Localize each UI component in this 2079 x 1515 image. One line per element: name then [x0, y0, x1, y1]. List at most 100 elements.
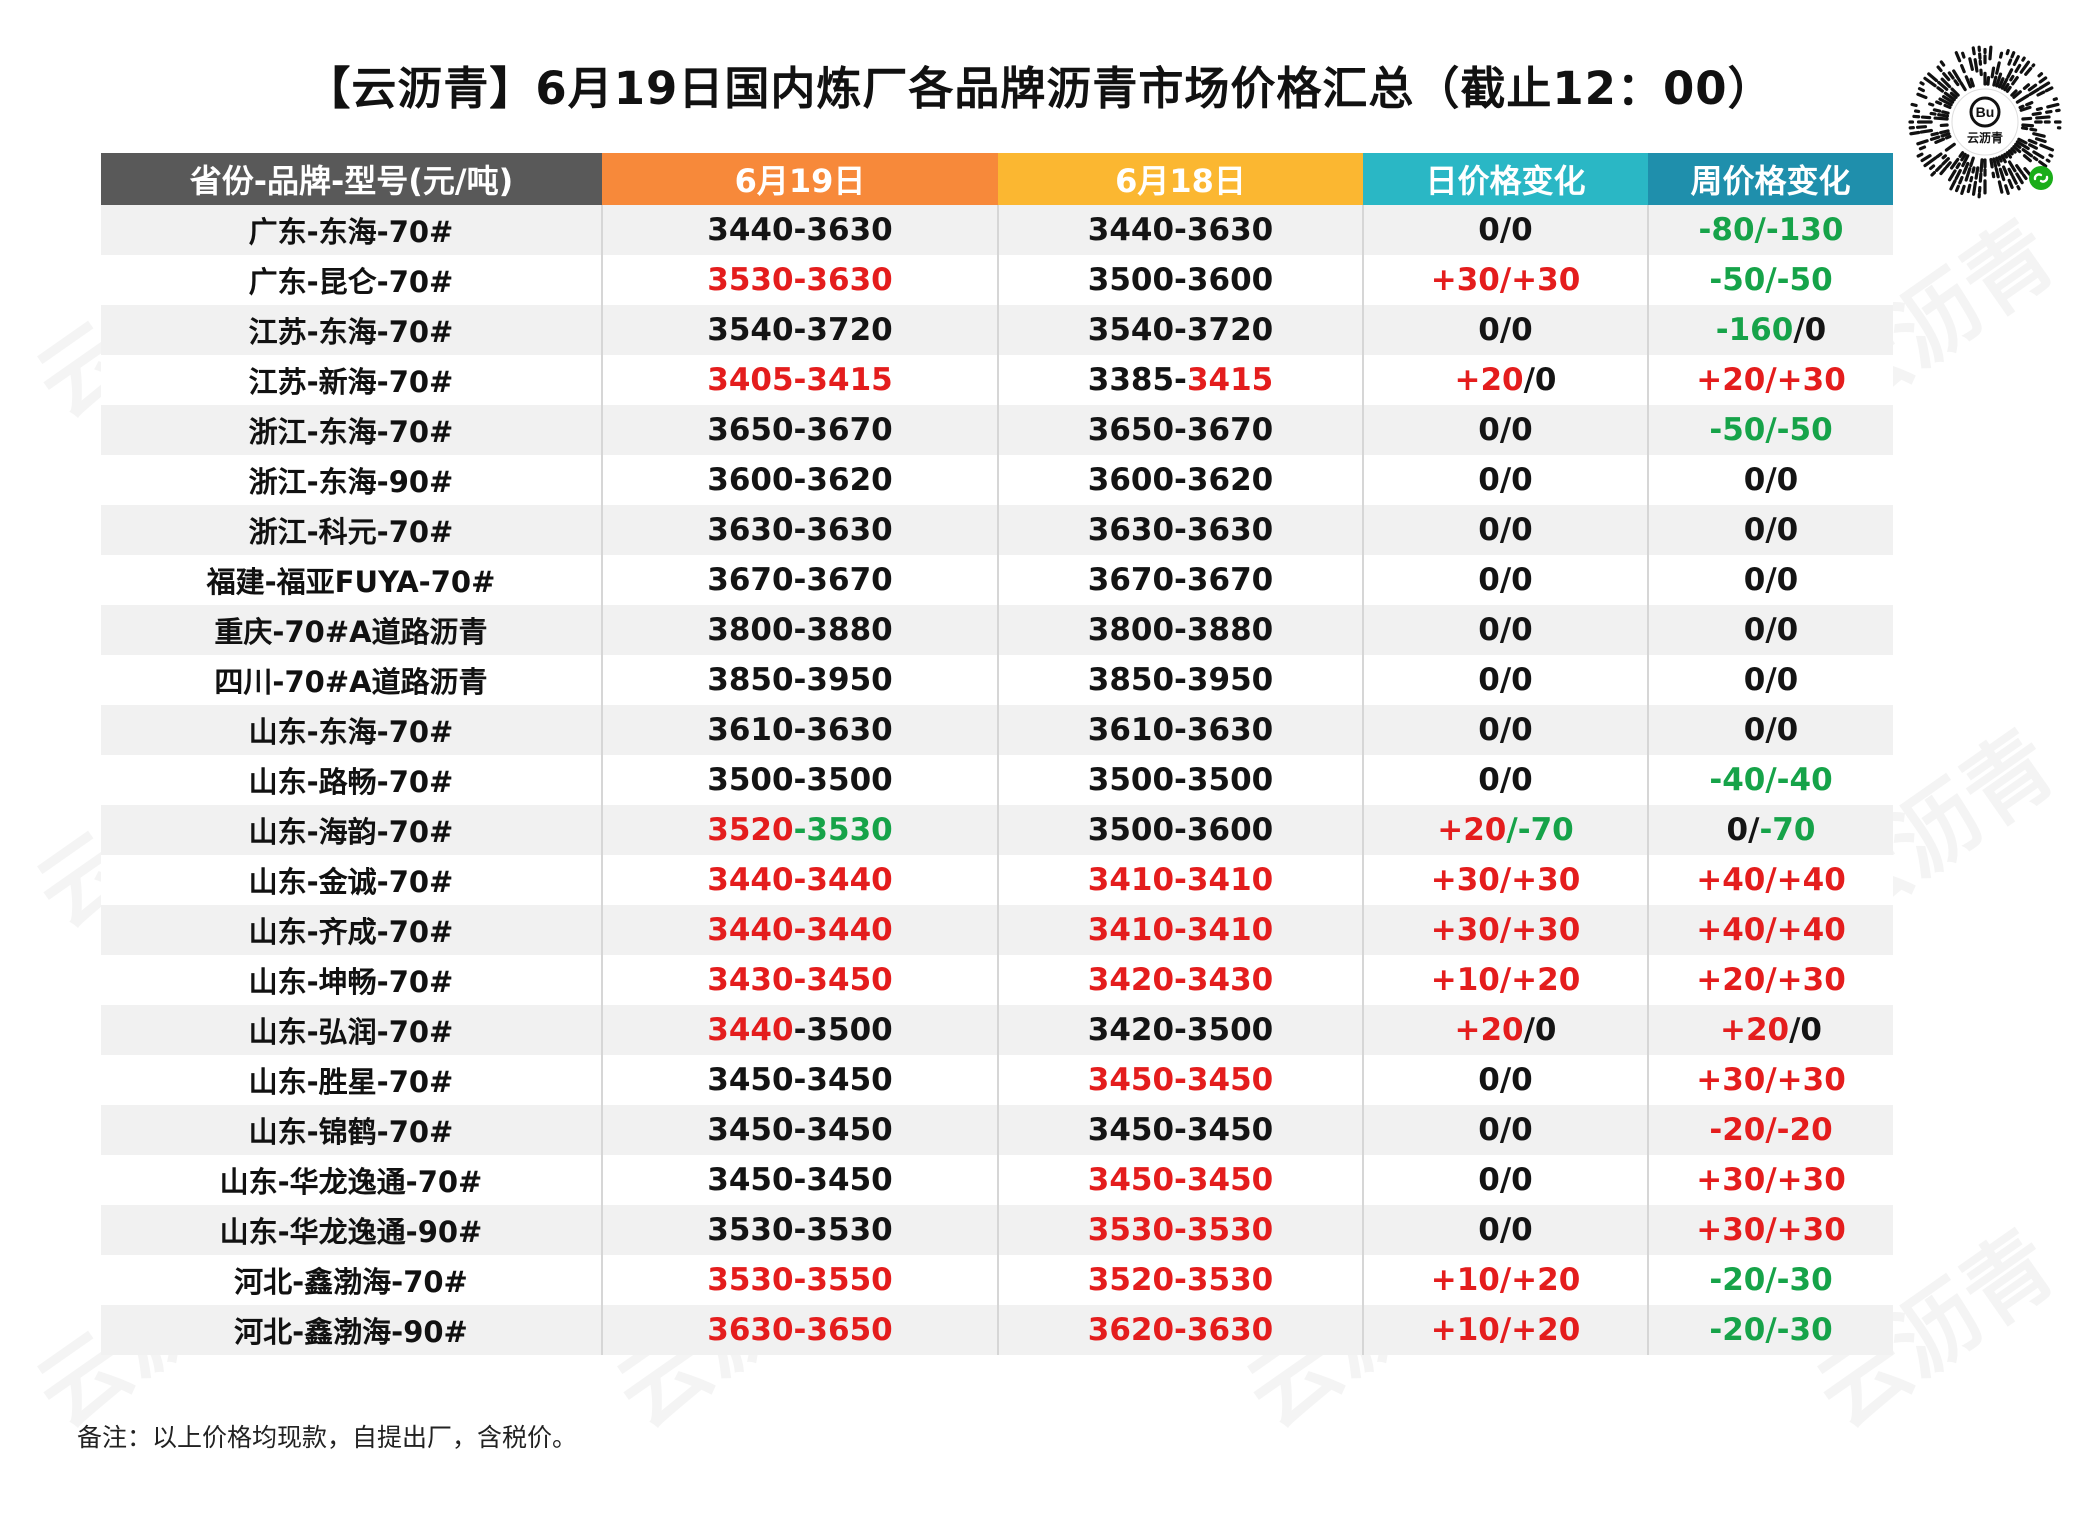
price-jun19-cell: 3600-3620 [602, 455, 999, 505]
value-segment: /0 [1793, 312, 1827, 348]
price-jun19-cell: 3450-3450 [602, 1055, 999, 1105]
weekly-change-cell: 0/0 [1648, 555, 1893, 605]
value-segment: 0/ [1726, 812, 1760, 848]
price-jun19-cell: 3530-3630 [602, 255, 999, 305]
value-segment: 3415 [1186, 362, 1274, 398]
price-jun18-cell: 3450-3450 [998, 1155, 1364, 1205]
value-segment: 3430-3450 [707, 962, 893, 998]
daily-change-cell: +10/+20 [1363, 1305, 1649, 1355]
value-segment: 3385- [1087, 362, 1187, 398]
value-segment: 0/0 [1743, 612, 1799, 648]
price-jun18-cell: 3440-3630 [998, 205, 1364, 255]
weekly-change-cell: -50/-50 [1648, 405, 1893, 455]
daily-change-cell: +10/+20 [1363, 1255, 1649, 1305]
value-segment: 3610-3630 [1087, 712, 1274, 748]
price-jun18-cell: 3420-3430 [998, 955, 1364, 1005]
value-segment: 3850-3950 [707, 662, 893, 698]
product-name-cell: 福建-福亚FUYA-70# [101, 555, 603, 605]
price-jun19-cell: 3540-3720 [602, 305, 999, 355]
product-name-cell: 山东-坤畅-70# [101, 955, 603, 1005]
daily-change-cell: 0/0 [1363, 455, 1649, 505]
value-segment: 0/0 [1478, 512, 1533, 548]
price-jun18-cell: 3530-3530 [998, 1205, 1364, 1255]
value-segment: -20/-20 [1709, 1112, 1833, 1148]
column-header-daily-change: 日价格变化 [1363, 153, 1648, 205]
weekly-change-cell: -20/-20 [1648, 1105, 1893, 1155]
mini-program-qr-code-icon[interactable]: Bu 云沥青 [1905, 42, 2065, 202]
product-name-cell: 重庆-70#A道路沥青 [101, 605, 603, 655]
price-jun19-cell: 3440-3630 [602, 205, 999, 255]
daily-change-cell: 0/0 [1363, 1055, 1649, 1105]
price-jun19-cell: 3610-3630 [602, 705, 999, 755]
table-row: 重庆-70#A道路沥青 3800-3880 3800-3880 0/0 0/0 [101, 605, 1893, 655]
daily-change-cell: 0/0 [1363, 1155, 1649, 1205]
value-segment: 3530-3530 [1087, 1212, 1274, 1248]
value-segment: 0/0 [1743, 712, 1799, 748]
weekly-change-cell: 0/0 [1648, 705, 1893, 755]
column-header-jun18: 6月18日 [998, 153, 1363, 205]
value-segment: 3850-3950 [1087, 662, 1274, 698]
value-segment: 3440-3440 [707, 912, 893, 948]
value-segment: 0/0 [1478, 1212, 1533, 1248]
value-segment: 3520-3530 [1087, 1262, 1274, 1298]
value-segment: 0/0 [1743, 462, 1799, 498]
value-segment: +30/+30 [1430, 862, 1581, 898]
value-segment: 3500-3600 [1087, 262, 1274, 298]
value-segment: 3420-3430 [1087, 962, 1274, 998]
value-segment: 0/0 [1743, 662, 1799, 698]
value-segment: 3540-3720 [707, 312, 893, 348]
weekly-change-cell: -20/-30 [1648, 1305, 1893, 1355]
weekly-change-cell: -160/0 [1648, 305, 1893, 355]
value-segment: /0 [1789, 1012, 1823, 1048]
price-jun18-cell: 3630-3630 [998, 505, 1364, 555]
value-segment: +20 [1437, 812, 1507, 848]
product-name-cell: 山东-路畅-70# [101, 755, 603, 805]
value-segment: 3620-3630 [1087, 1312, 1274, 1348]
table-row: 山东-胜星-70# 3450-3450 3450-3450 0/0 +30/+30 [101, 1055, 1893, 1105]
column-header-weekly-change: 周价格变化 [1648, 153, 1893, 205]
table-row: 山东-海韵-70# 3520-3530 3500-3600 +20/-70 0/-70 [101, 805, 1893, 855]
table-row: 广东-昆仑-70# 3530-3630 3500-3600 +30/+30 -50/-5… [101, 255, 1893, 305]
value-segment: 3650-3670 [1087, 412, 1274, 448]
value-segment: +20/+30 [1696, 362, 1846, 398]
table-row: 浙江-东海-70# 3650-3670 3650-3670 0/0 -50/-50 [101, 405, 1893, 455]
product-name-cell: 江苏-东海-70# [101, 305, 603, 355]
value-segment: 3450-3450 [1087, 1062, 1274, 1098]
value-segment: 3500-3500 [707, 762, 893, 798]
daily-change-cell: +10/+20 [1363, 955, 1649, 1005]
value-segment: +20/+30 [1696, 962, 1846, 998]
product-name-cell: 山东-东海-70# [101, 705, 603, 755]
product-name-cell: 河北-鑫渤海-90# [101, 1305, 603, 1355]
daily-change-cell: 0/0 [1363, 1205, 1649, 1255]
value-segment: 3500-3600 [1087, 812, 1274, 848]
daily-change-cell: 0/0 [1363, 755, 1649, 805]
table-row: 福建-福亚FUYA-70# 3670-3670 3670-3670 0/0 0/0 [101, 555, 1893, 605]
svg-text:Bu: Bu [1976, 104, 1995, 120]
value-segment: -40/-40 [1709, 762, 1833, 798]
weekly-change-cell: -40/-40 [1648, 755, 1893, 805]
table-row: 山东-华龙逸通-90# 3530-3530 3530-3530 0/0 +30/+30 [101, 1205, 1893, 1255]
value-segment: 0/0 [1478, 212, 1533, 248]
table-row: 山东-路畅-70# 3500-3500 3500-3500 0/0 -40/-40 [101, 755, 1893, 805]
value-segment: 0/0 [1478, 1112, 1533, 1148]
weekly-change-cell: +30/+30 [1648, 1155, 1893, 1205]
daily-change-cell: 0/0 [1363, 405, 1649, 455]
value-segment: 0/0 [1478, 412, 1533, 448]
value-segment: -20/-30 [1709, 1312, 1833, 1348]
product-name-cell: 山东-华龙逸通-70# [101, 1155, 603, 1205]
price-jun19-cell: 3430-3450 [602, 955, 999, 1005]
value-segment: +30/+30 [1430, 262, 1581, 298]
price-jun18-cell: 3670-3670 [998, 555, 1364, 605]
value-segment: 3630-3650 [707, 1312, 893, 1348]
weekly-change-cell: 0/0 [1648, 655, 1893, 705]
price-jun18-cell: 3800-3880 [998, 605, 1364, 655]
value-segment: 3420-3500 [1087, 1012, 1274, 1048]
value-segment: 3440 [707, 1012, 794, 1048]
value-segment: 0/0 [1478, 612, 1533, 648]
table-header-row: 省份-品牌-型号(元/吨) 6月19日 6月18日 日价格变化 周价格变化 [101, 153, 1893, 205]
price-jun18-cell: 3520-3530 [998, 1255, 1364, 1305]
price-jun18-cell: 3650-3670 [998, 405, 1364, 455]
value-segment: +20 [1454, 362, 1524, 398]
value-segment: 0/0 [1743, 562, 1799, 598]
value-segment: +10/+20 [1430, 962, 1581, 998]
